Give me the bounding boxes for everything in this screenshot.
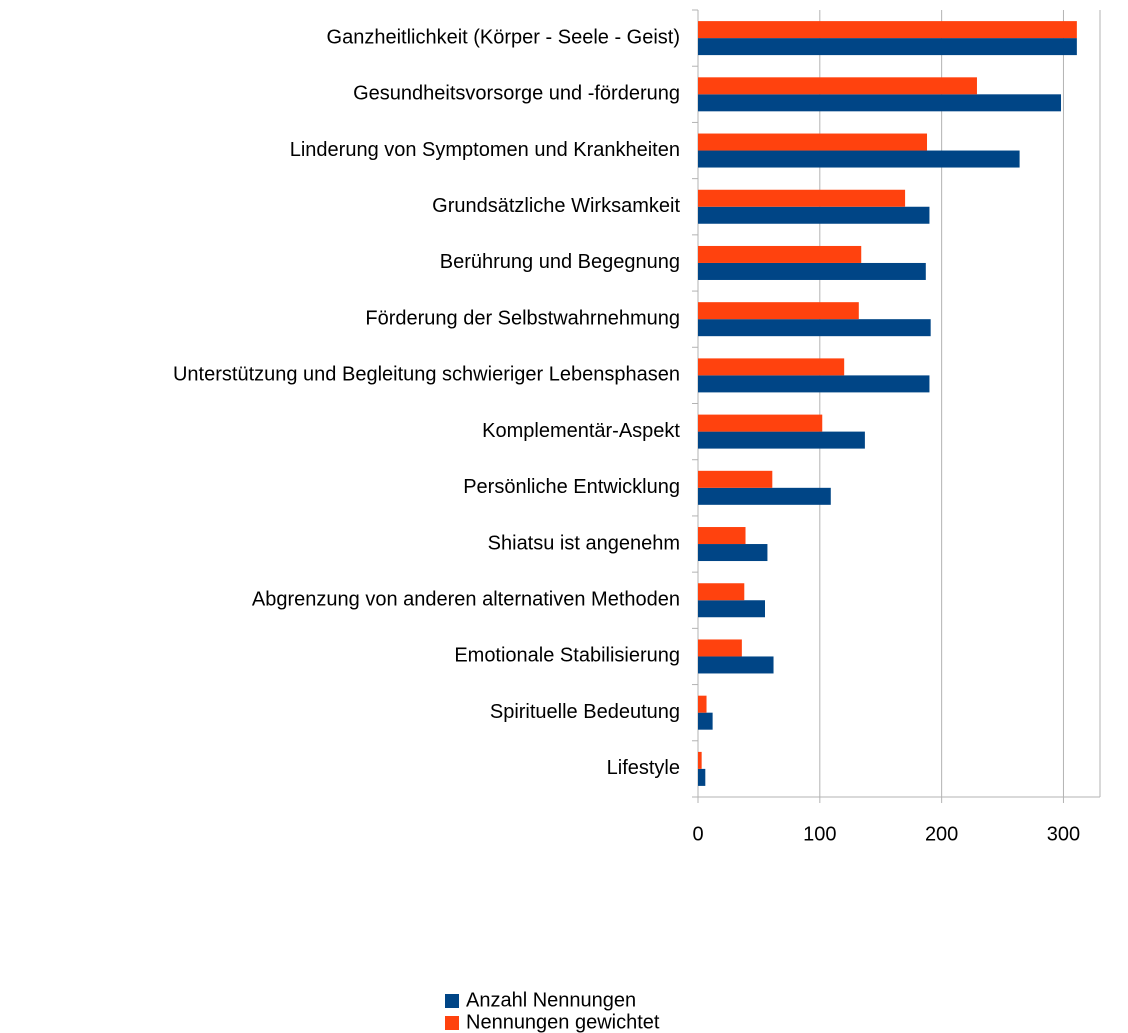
y-tick-label: Gesundheitsvorsorge und -förderung: [353, 83, 680, 105]
y-tick-label: Unterstützung und Begleitung schwieriger…: [173, 364, 680, 386]
bar: [698, 600, 765, 618]
legend-label: Anzahl Nennungen: [466, 989, 636, 1011]
bar: [698, 470, 773, 488]
bar: [698, 189, 906, 207]
bar: [698, 302, 859, 320]
bar: [698, 487, 831, 505]
bar: [698, 431, 865, 449]
bar: [698, 245, 862, 263]
bar: [698, 77, 977, 95]
bar: [698, 319, 931, 337]
y-tick-label: Shiatsu ist angenehm: [488, 532, 680, 554]
y-tick-label: Komplementär-Aspekt: [482, 420, 680, 442]
bar: [698, 544, 768, 562]
x-tick-label: 100: [803, 823, 836, 845]
x-tick-label: 0: [692, 823, 703, 845]
bar: [698, 94, 1062, 112]
bar: [698, 38, 1077, 56]
bar: [698, 639, 742, 657]
y-tick-label: Ganzheitlichkeit (Körper - Seele - Geist…: [327, 26, 680, 48]
bar: [698, 150, 1020, 168]
bar: [698, 751, 702, 769]
y-tick-label: Grundsätzliche Wirksamkeit: [432, 195, 680, 217]
legend-swatch: [445, 994, 459, 1008]
bar: [698, 262, 926, 280]
bar: [698, 133, 928, 151]
bar: [698, 206, 930, 224]
legend-swatch: [445, 1016, 459, 1030]
y-tick-label: Persönliche Entwicklung: [463, 476, 680, 498]
bar: [698, 768, 706, 786]
y-tick-label: Abgrenzung von anderen alternativen Meth…: [252, 589, 680, 611]
y-tick-label: Emotionale Stabilisierung: [454, 645, 680, 667]
x-tick-label: 300: [1047, 823, 1080, 845]
bar: [698, 695, 707, 713]
bar: [698, 414, 823, 432]
legend-label: Nennungen gewichtet: [466, 1011, 660, 1033]
y-tick-label: Förderung der Selbstwahrnehmung: [365, 307, 680, 329]
bar: [698, 527, 746, 545]
bar: [698, 21, 1077, 39]
bar: [698, 375, 930, 393]
y-tick-label: Spirituelle Bedeutung: [490, 701, 680, 723]
x-tick-label: 200: [925, 823, 958, 845]
y-tick-label: Berührung und Begegnung: [440, 251, 680, 273]
bar: [698, 656, 774, 674]
bar: [698, 358, 845, 376]
y-tick-label: Lifestyle: [607, 757, 680, 779]
bar: [698, 712, 713, 730]
bar: [698, 583, 745, 601]
y-tick-label: Linderung von Symptomen und Krankheiten: [290, 139, 680, 161]
